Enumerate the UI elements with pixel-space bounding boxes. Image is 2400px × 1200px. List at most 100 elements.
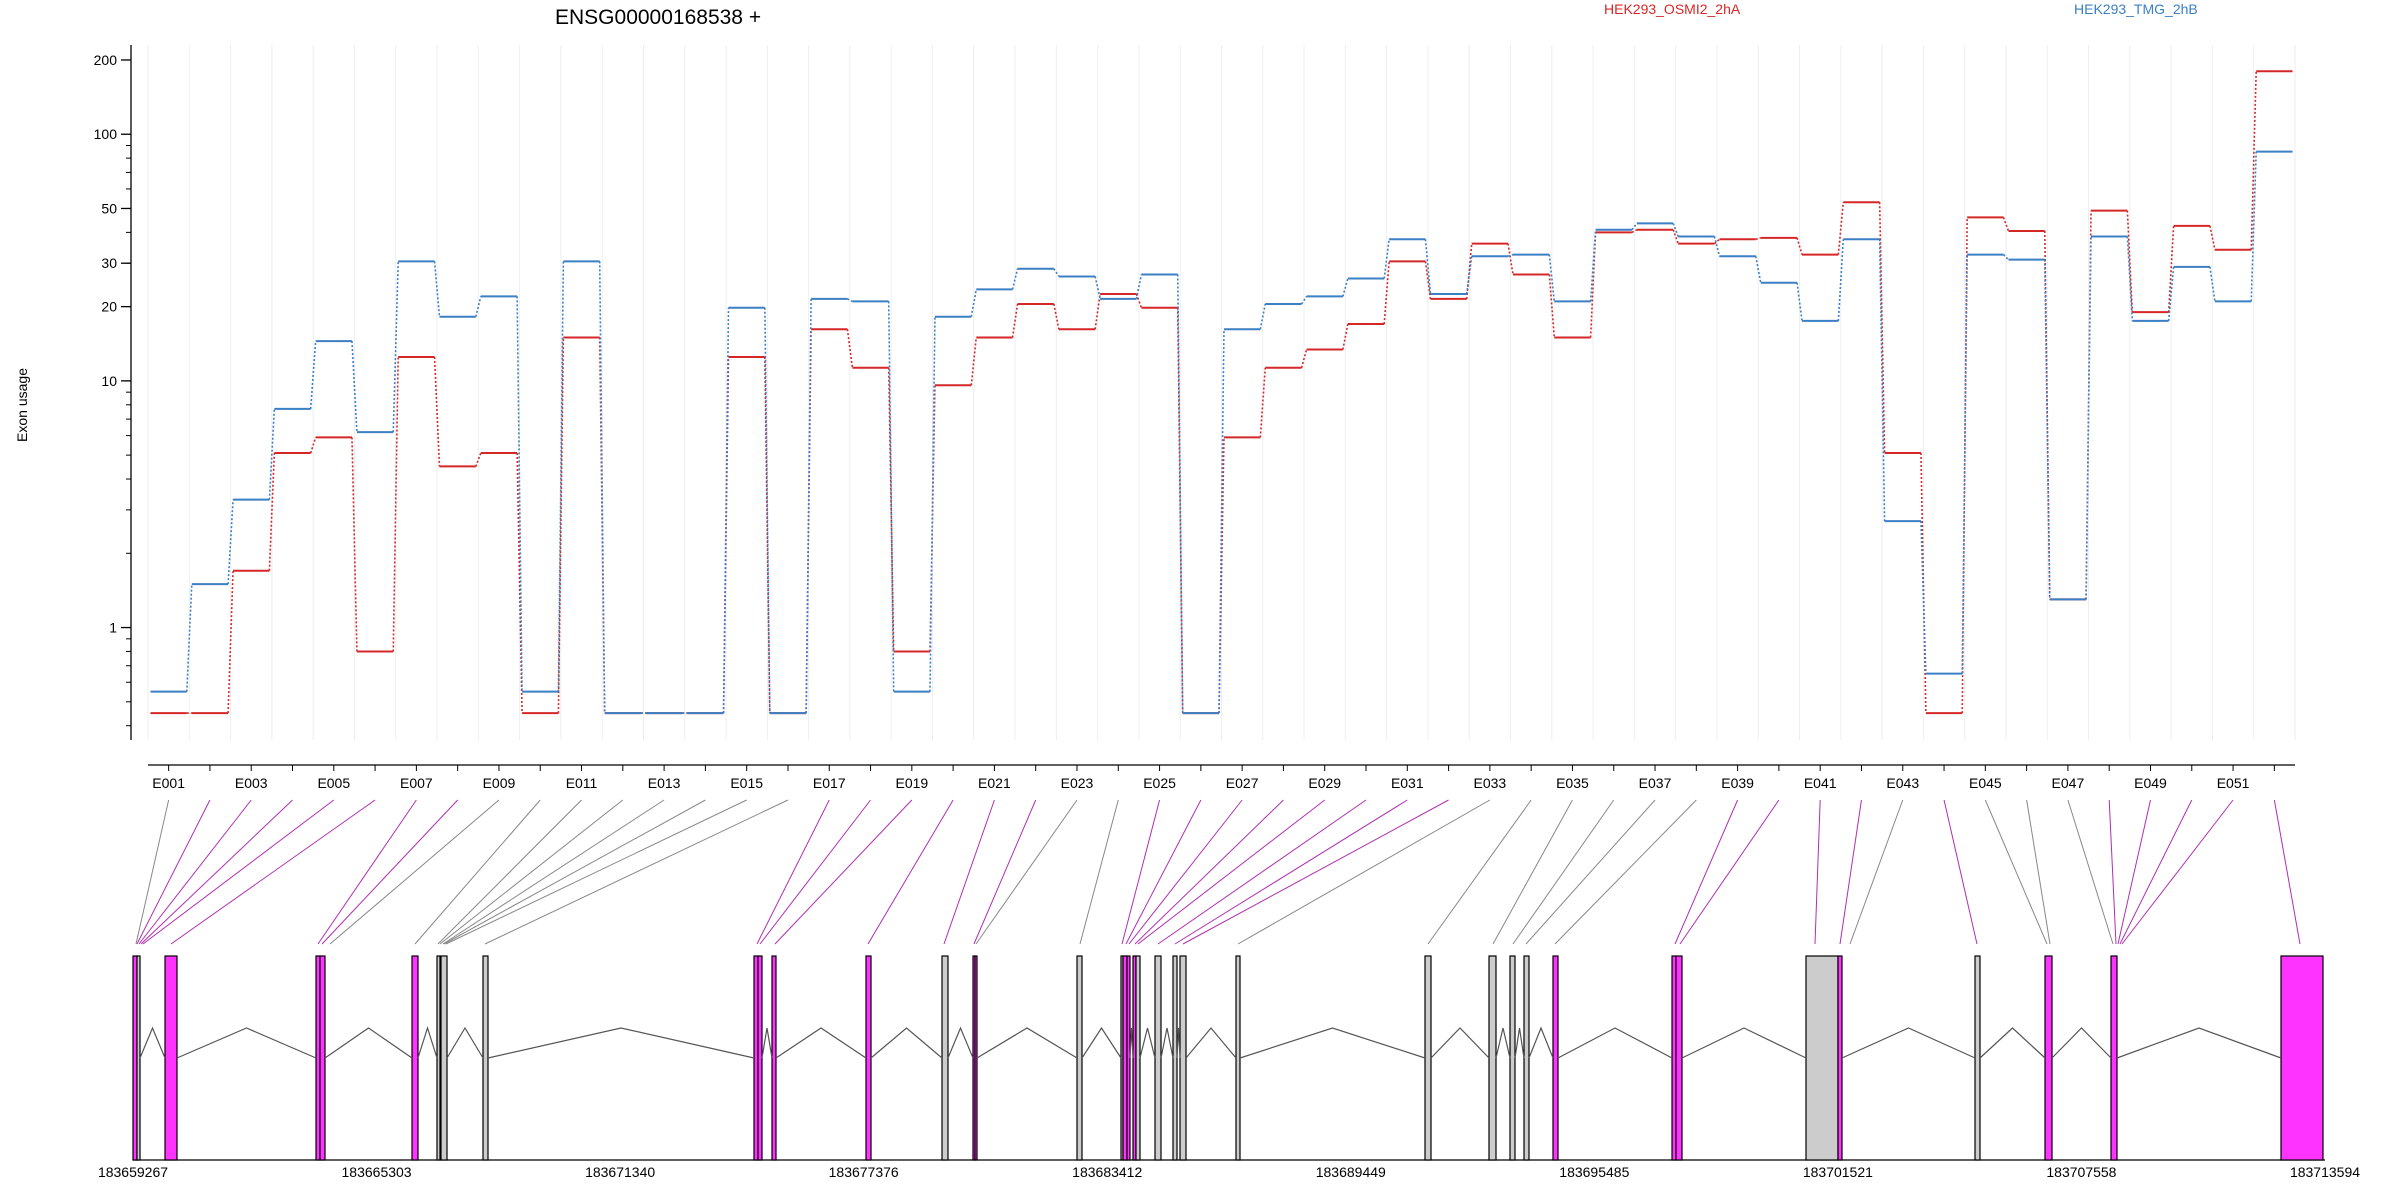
exon-box bbox=[1154, 955, 1162, 1161]
x-tick-label: E005 bbox=[317, 775, 350, 791]
exon-connector bbox=[170, 799, 376, 945]
series-connector bbox=[2250, 151, 2257, 302]
x-tick-label: E009 bbox=[483, 775, 516, 791]
exon-connector bbox=[484, 799, 789, 945]
exon-box bbox=[132, 955, 138, 1161]
exon-connector bbox=[1137, 799, 1326, 945]
intron-line bbox=[947, 1026, 974, 1059]
intron-line bbox=[417, 1026, 438, 1059]
exon-box bbox=[771, 955, 777, 1161]
exon-box bbox=[1974, 955, 1981, 1161]
exon-connector bbox=[973, 799, 1037, 945]
exon-box bbox=[1126, 955, 1131, 1161]
coordinate-label: 183701521 bbox=[1803, 1164, 1873, 1180]
series-connector bbox=[1589, 232, 1597, 338]
intron-line bbox=[1841, 1027, 1976, 1059]
coordinate-label: 183713594 bbox=[2290, 1164, 2360, 1180]
series-connector bbox=[1176, 307, 1184, 714]
x-tick-label: E015 bbox=[730, 775, 763, 791]
gene-model-track bbox=[132, 955, 2325, 1161]
exon-connector-lines bbox=[135, 799, 2301, 945]
intron-line bbox=[761, 1027, 773, 1059]
exon-box bbox=[974, 955, 978, 1161]
series-connector bbox=[970, 337, 978, 386]
exon-connector bbox=[1079, 799, 1119, 945]
exon-connector bbox=[774, 799, 913, 945]
y-tick-label: 20 bbox=[101, 299, 117, 315]
series-connector bbox=[433, 261, 441, 317]
exon-connector bbox=[1125, 799, 1202, 945]
x-tick-label: E051 bbox=[2217, 775, 2250, 791]
exon-box bbox=[865, 955, 872, 1161]
intron-line bbox=[446, 1026, 484, 1059]
series-connector bbox=[1383, 239, 1390, 279]
exon-box bbox=[2110, 955, 2118, 1161]
x-tick-label: E027 bbox=[1226, 775, 1259, 791]
intron-line bbox=[1681, 1027, 1807, 1059]
coordinate-label: 183659267 bbox=[98, 1164, 168, 1180]
series-connector bbox=[309, 341, 317, 409]
exon-connector bbox=[439, 799, 624, 945]
intron-line bbox=[870, 1027, 943, 1059]
exon-connector bbox=[1554, 799, 1697, 945]
exon-box bbox=[482, 955, 489, 1161]
exon-box bbox=[1837, 955, 1843, 1161]
intron-line bbox=[1081, 1026, 1122, 1059]
series-connector bbox=[1961, 254, 1968, 674]
x-tick-label: E025 bbox=[1143, 775, 1176, 791]
exon-connector bbox=[867, 799, 954, 945]
series-connector bbox=[846, 329, 854, 368]
exon-connector bbox=[1157, 799, 1367, 945]
exon-box bbox=[1675, 955, 1683, 1161]
exon-box bbox=[436, 955, 441, 1161]
exon-connector bbox=[1849, 799, 1904, 945]
series-connector bbox=[1713, 238, 1720, 245]
exon-connector bbox=[1134, 799, 1284, 945]
genomic-coordinate-axis: 183659267 183665303 183671340 183677376 1836… bbox=[98, 1164, 2360, 1180]
exon-box bbox=[411, 955, 419, 1161]
intron-line bbox=[775, 1027, 867, 1059]
x-tick-label: E039 bbox=[1721, 775, 1754, 791]
series-connector bbox=[1383, 261, 1390, 325]
coordinate-label: 183689449 bbox=[1316, 1164, 1386, 1180]
exon-box bbox=[1172, 955, 1178, 1161]
x-tick-label: E023 bbox=[1061, 775, 1094, 791]
x-tick-label: E041 bbox=[1804, 775, 1837, 791]
x-tick-label: E019 bbox=[895, 775, 928, 791]
series-connector bbox=[1094, 293, 1101, 330]
series-connector bbox=[1507, 243, 1514, 275]
series-connector bbox=[2250, 71, 2257, 250]
exon-connector bbox=[2117, 799, 2151, 945]
y-tick-label: 100 bbox=[94, 126, 118, 142]
x-tick-label: E013 bbox=[648, 775, 681, 791]
exon-box bbox=[1805, 955, 1839, 1161]
series-connector bbox=[1300, 295, 1308, 305]
intron-line bbox=[324, 1027, 413, 1059]
exon-connector bbox=[437, 799, 582, 945]
exon-connector bbox=[756, 799, 830, 945]
intron-line bbox=[139, 1026, 166, 1059]
series-lines bbox=[150, 70, 2293, 715]
intron-line bbox=[1176, 1027, 1181, 1059]
series-connector bbox=[1135, 293, 1143, 308]
y-tick-label: 50 bbox=[101, 200, 117, 216]
exon-connector bbox=[140, 799, 293, 945]
exon-connector bbox=[2067, 799, 2114, 945]
coordinate-label: 183677376 bbox=[829, 1164, 899, 1180]
series-connector bbox=[1135, 274, 1143, 300]
coordinate-label: 183665303 bbox=[342, 1164, 412, 1180]
chart-title: ENSG00000168538 + bbox=[555, 6, 761, 29]
series-connector bbox=[2085, 236, 2092, 600]
series-connector bbox=[1053, 268, 1060, 277]
exon-box bbox=[1076, 955, 1083, 1161]
series-connector bbox=[1755, 237, 1761, 241]
series-connector bbox=[2209, 266, 2216, 302]
exon-box bbox=[2044, 955, 2053, 1161]
exon-connector bbox=[1427, 799, 1532, 945]
exon-box bbox=[757, 955, 763, 1161]
series-connector bbox=[1259, 303, 1267, 330]
series-connector bbox=[929, 316, 936, 692]
x-tick-label: E047 bbox=[2052, 775, 2085, 791]
intron-line bbox=[1160, 1027, 1174, 1059]
legend-series-a: HEK293_OSMI2_2hA bbox=[1604, 1, 1741, 17]
